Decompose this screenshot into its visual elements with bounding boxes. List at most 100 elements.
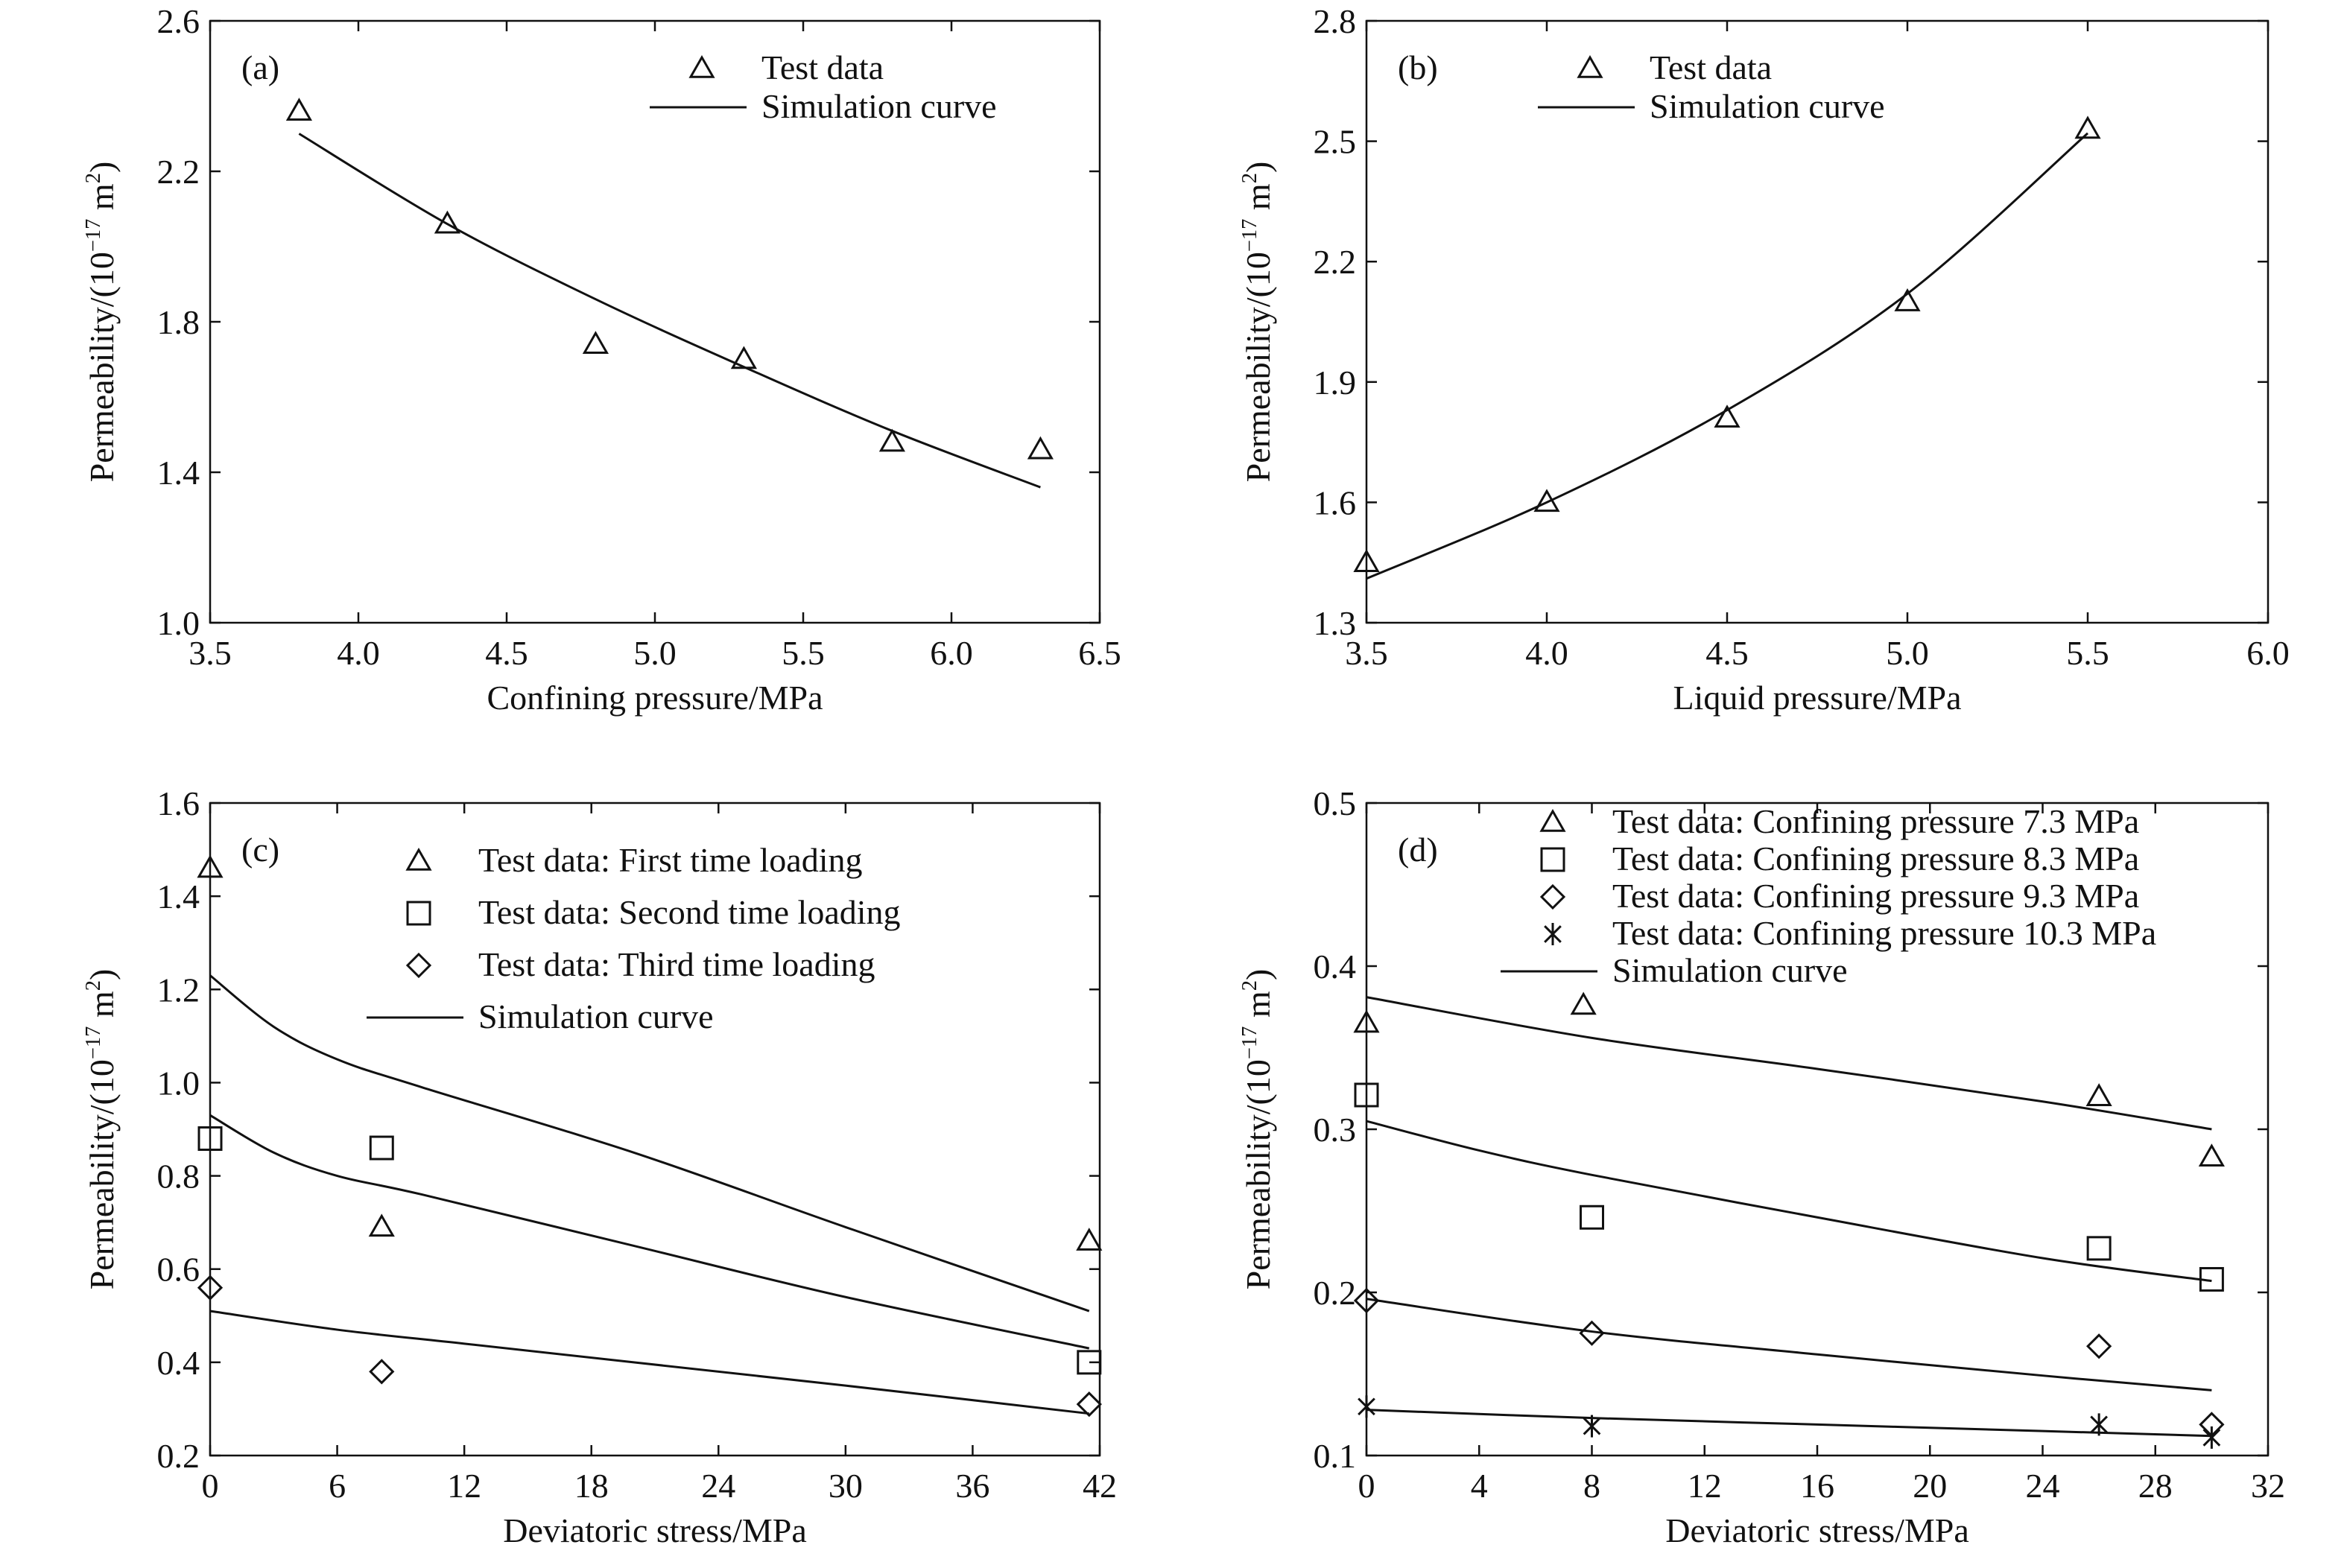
plot-frame bbox=[209, 802, 1101, 1457]
y-axis-label-part: Permeability/(10 bbox=[1239, 1059, 1277, 1289]
y-axis-label-part: ) bbox=[1239, 162, 1277, 173]
y-tick-label: 2.2 bbox=[1314, 243, 1357, 281]
y-tick-label: 1.6 bbox=[157, 784, 200, 822]
x-tick-label: 3.5 bbox=[1345, 634, 1388, 672]
x-tick-label: 4 bbox=[1471, 1467, 1488, 1505]
y-axis-label: Permeability/(10−17 m2) bbox=[1238, 969, 1277, 1290]
data-point-square bbox=[369, 1135, 394, 1161]
y-tick-label: 1.0 bbox=[157, 604, 200, 642]
x-axis-label: Deviatoric stress/MPa bbox=[1665, 1511, 1969, 1549]
data-point-diamond bbox=[1353, 1287, 1380, 1314]
data-point-diamond bbox=[2086, 1333, 2112, 1359]
legend-item: Test data: Confining pressure 10.3 MPa bbox=[1544, 914, 2156, 952]
x-tick-label: 24 bbox=[2026, 1467, 2060, 1505]
legend-label: Test data bbox=[1650, 48, 1772, 86]
y-axis-label-superscript: −17 bbox=[82, 219, 105, 253]
data-point-triangle bbox=[2085, 1083, 2112, 1106]
legend-label: Test data: Second time loading bbox=[478, 893, 901, 931]
x-tick-label: 6.5 bbox=[1078, 634, 1121, 672]
legend-marker-triangle bbox=[688, 54, 715, 78]
x-tick-label: 4.5 bbox=[1705, 634, 1749, 672]
legend-item: Simulation curve bbox=[1501, 951, 1848, 989]
x-tick-label: 6 bbox=[329, 1467, 346, 1505]
y-axis-label-superscript: −17 bbox=[1238, 1026, 1261, 1060]
legend-marker-square bbox=[406, 901, 431, 926]
legend-item: Simulation curve bbox=[1538, 87, 1885, 125]
data-point-diamond bbox=[1076, 1391, 1102, 1418]
y-tick-label: 1.3 bbox=[1314, 604, 1357, 642]
simulation-curve bbox=[1366, 1298, 2212, 1391]
data-point-triangle bbox=[1533, 489, 1560, 512]
y-tick-label: 2.5 bbox=[1314, 123, 1357, 161]
data-point-diamond bbox=[1579, 1320, 1605, 1346]
y-tick-label: 1.6 bbox=[1314, 483, 1357, 521]
y-axis-label-part: m bbox=[1239, 991, 1277, 1026]
x-tick-label: 12 bbox=[1688, 1467, 1722, 1505]
legend-item: Test data bbox=[688, 48, 884, 86]
legend-item: Test data: Third time loading bbox=[405, 945, 875, 983]
legend-label: Test data bbox=[761, 48, 884, 86]
data-point-triangle bbox=[2074, 115, 2101, 139]
legend-item: Test data: Confining pressure 8.3 MPa bbox=[1540, 839, 2139, 877]
y-tick-label: 0.1 bbox=[1314, 1437, 1357, 1475]
legend-marker-triangle bbox=[1539, 808, 1566, 832]
legend-marker-triangle bbox=[1577, 54, 1603, 78]
legend-label: Test data: First time loading bbox=[478, 841, 862, 879]
data-point-square bbox=[1354, 1082, 1379, 1108]
y-axis-label: Permeability/(10−17 m2) bbox=[82, 162, 121, 483]
y-axis-label-part: ) bbox=[83, 162, 121, 173]
data-point-square bbox=[197, 1126, 223, 1152]
legend-label: Simulation curve bbox=[1612, 951, 1848, 989]
y-tick-label: 0.3 bbox=[1314, 1111, 1357, 1149]
simulation-curve bbox=[1366, 1409, 2212, 1438]
panel-b: 3.5 4.0 4.5 5.0 5.5 6.0 1.3 1.6 1.9 2.2 2.5 2.8 Liqu… bbox=[1238, 2, 2290, 717]
x-tick-label: 24 bbox=[701, 1467, 735, 1505]
y-tick-label: 2.2 bbox=[157, 153, 200, 191]
legend-label: Test data: Confining pressure 8.3 MPa bbox=[1612, 839, 2139, 877]
y-tick-label: 0.6 bbox=[157, 1251, 200, 1289]
legend-item: Test data: Confining pressure 9.3 MPa bbox=[1539, 877, 2139, 915]
simulation-curve bbox=[1366, 132, 2088, 580]
x-tick-label: 0 bbox=[202, 1467, 219, 1505]
legend-label: Test data: Confining pressure 10.3 MPa bbox=[1612, 914, 2156, 952]
simulation-curve bbox=[1366, 996, 2212, 1131]
data-point-diamond bbox=[369, 1359, 395, 1385]
y-tick-label: 0.5 bbox=[1314, 784, 1357, 822]
y-axis-label-part: m bbox=[83, 991, 121, 1026]
x-tick-label: 36 bbox=[955, 1467, 989, 1505]
legend: Test data: First time loading Test data: … bbox=[367, 841, 901, 1035]
y-axis-label-superscript: −17 bbox=[82, 1026, 105, 1060]
legend-item: Test data: Confining pressure 7.3 MPa bbox=[1539, 802, 2139, 840]
x-tick-label: 6.0 bbox=[2246, 634, 2290, 672]
x-tick-label: 20 bbox=[1913, 1467, 1947, 1505]
x-tick-label: 32 bbox=[2251, 1467, 2285, 1505]
y-tick-label: 2.6 bbox=[157, 2, 200, 40]
legend: Test data: Confining pressure 7.3 MPaTes… bbox=[1501, 802, 2156, 989]
x-tick-label: 12 bbox=[447, 1467, 481, 1505]
legend-label: Test data: Third time loading bbox=[478, 945, 875, 983]
x-axis-label: Liquid pressure/MPa bbox=[1673, 679, 1961, 717]
data-point-triangle bbox=[368, 1213, 395, 1237]
data-point-asterisk bbox=[1358, 1395, 1375, 1418]
y-axis-label: Permeability/(10−17 m2) bbox=[82, 969, 121, 1290]
data-point-asterisk bbox=[2202, 1426, 2221, 1449]
data-point-asterisk bbox=[1583, 1415, 1601, 1438]
y-axis-label-part: Permeability/(10 bbox=[83, 1059, 121, 1289]
y-tick-label: 1.2 bbox=[157, 971, 200, 1009]
data-point-triangle bbox=[434, 210, 460, 234]
legend-label: Simulation curve bbox=[1650, 87, 1885, 125]
data-point-triangle bbox=[2198, 1143, 2225, 1167]
panel-d: 0 4 8 12 16 20 24 28 32 0.1 0.2 0.3 0.4 0.5 Deviatoric… bbox=[1238, 784, 2285, 1549]
data-point-square bbox=[2086, 1236, 2112, 1261]
data-point-diamond bbox=[197, 1275, 224, 1301]
panel-label: (b) bbox=[1398, 48, 1438, 86]
y-axis-label-superscript: 2 bbox=[1238, 980, 1261, 991]
simulation-curve bbox=[298, 133, 1041, 489]
x-tick-label: 5.5 bbox=[2066, 634, 2109, 672]
x-axis-label: Deviatoric stress/MPa bbox=[503, 1511, 807, 1549]
y-tick-label: 1.4 bbox=[157, 454, 200, 492]
data-point-triangle bbox=[582, 331, 609, 355]
y-axis-label-superscript: 2 bbox=[82, 980, 105, 991]
